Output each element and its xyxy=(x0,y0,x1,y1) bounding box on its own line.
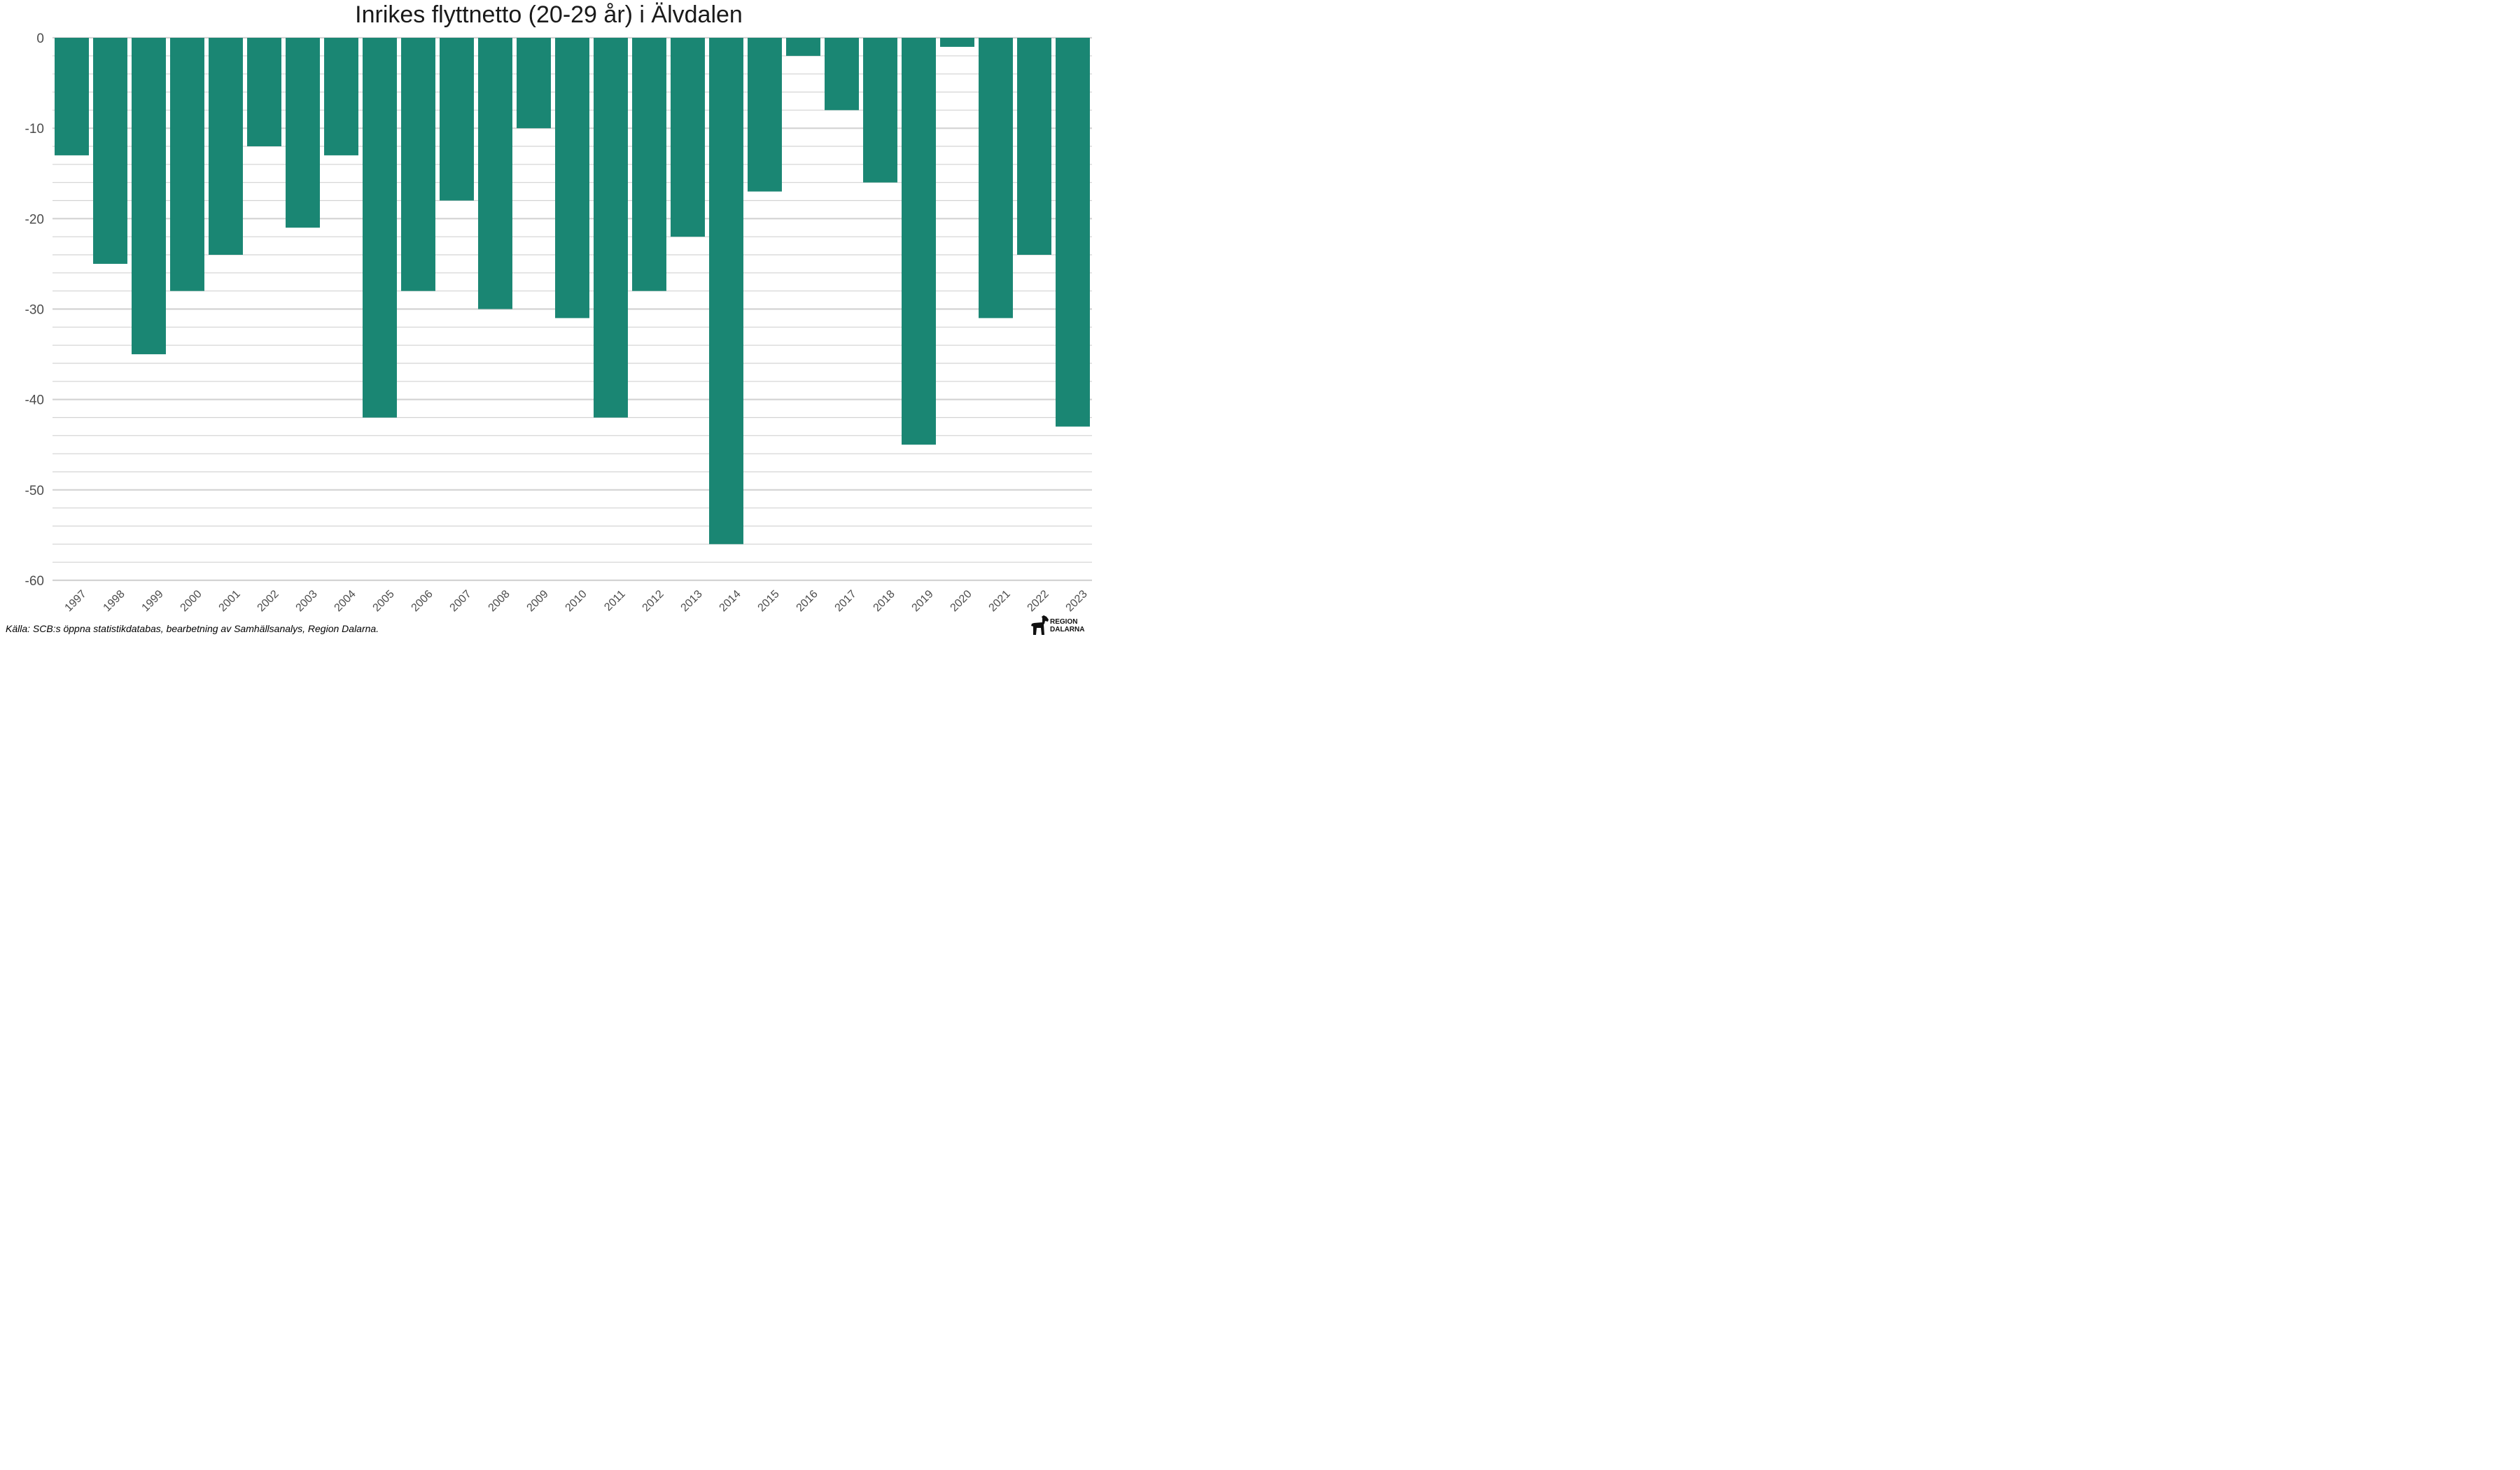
x-tick-label: 2018 xyxy=(871,588,897,614)
y-tick-label: -30 xyxy=(25,303,44,318)
bar-2006 xyxy=(401,38,435,291)
y-tick-label: -40 xyxy=(25,393,44,408)
bar-2004 xyxy=(324,38,358,155)
y-tick-label: 0 xyxy=(36,31,44,46)
x-tick-label: 2019 xyxy=(909,588,935,614)
y-tick-label: -60 xyxy=(25,574,44,589)
y-axis-ticks: 0 -10 -20 -30 -40 -50 -60 xyxy=(25,31,44,589)
x-tick-label: 2003 xyxy=(293,588,319,614)
y-tick-label: -50 xyxy=(25,484,44,498)
bar-2013 xyxy=(671,38,705,237)
x-tick-label: 2017 xyxy=(832,588,858,614)
x-tick-label: 2008 xyxy=(486,588,512,614)
x-tick-label: 2007 xyxy=(447,588,473,614)
bar-1997 xyxy=(55,38,89,155)
bar-2017 xyxy=(825,38,859,111)
bar-2012 xyxy=(632,38,666,291)
bar-2020 xyxy=(940,38,974,47)
bar-2022 xyxy=(1017,38,1051,255)
bar-2009 xyxy=(517,38,551,129)
bar-2003 xyxy=(286,38,320,228)
x-tick-label: 2016 xyxy=(794,588,820,614)
logo-line1: REGION xyxy=(1050,618,1078,626)
x-tick-label: 2022 xyxy=(1025,588,1051,614)
bar-2010 xyxy=(555,38,589,318)
bars xyxy=(55,38,1090,545)
bar-2011 xyxy=(594,38,628,418)
bar-1999 xyxy=(132,38,166,355)
x-tick-label: 2006 xyxy=(409,588,435,614)
bar-2008 xyxy=(478,38,512,309)
dala-horse-icon xyxy=(1031,615,1049,635)
source-note: Källa: SCB:s öppna statistikdatabas, bea… xyxy=(6,623,379,634)
bar-2000 xyxy=(170,38,204,291)
x-axis-ticks: 1997 1998 1999 2000 2001 2002 2003 2004 2005 2006… xyxy=(62,588,1089,614)
bar-2002 xyxy=(247,38,281,146)
region-dalarna-logo: REGION DALARNA xyxy=(1030,614,1094,638)
x-tick-label: 1997 xyxy=(62,588,88,614)
bar-2021 xyxy=(979,38,1013,318)
x-tick-label: 2002 xyxy=(255,588,281,614)
x-tick-label: 2021 xyxy=(986,588,1012,614)
bar-2023 xyxy=(1056,38,1090,427)
y-tick-label: -20 xyxy=(25,212,44,227)
x-tick-label: 2020 xyxy=(948,588,974,614)
x-tick-label: 2023 xyxy=(1063,588,1089,614)
bar-2001 xyxy=(209,38,243,255)
x-tick-label: 2001 xyxy=(216,588,242,614)
x-tick-label: 2015 xyxy=(755,588,781,614)
bar-2019 xyxy=(902,38,936,445)
x-tick-label: 2014 xyxy=(717,588,743,614)
bar-2007 xyxy=(440,38,474,201)
x-tick-label: 2010 xyxy=(563,588,589,614)
bar-2005 xyxy=(363,38,397,418)
bar-2014 xyxy=(709,38,743,545)
x-tick-label: 2000 xyxy=(178,588,204,614)
bar-chart: 0 -10 -20 -30 -40 -50 -60 1997 1998 1999 2000 2001… xyxy=(25,31,1092,614)
x-tick-label: 2012 xyxy=(640,588,666,614)
x-tick-label: 2009 xyxy=(524,588,550,614)
bar-1998 xyxy=(93,38,127,264)
x-tick-label: 2005 xyxy=(370,588,396,614)
y-tick-label: -10 xyxy=(25,122,44,136)
x-tick-label: 1998 xyxy=(101,588,127,614)
logo-line2: DALARNA xyxy=(1050,626,1085,634)
bar-2016 xyxy=(786,38,820,56)
x-tick-label: 2013 xyxy=(678,588,704,614)
x-tick-label: 1999 xyxy=(139,588,165,614)
x-tick-label: 2004 xyxy=(332,588,358,614)
bar-2015 xyxy=(748,38,782,192)
x-tick-label: 2011 xyxy=(602,588,627,613)
bar-2018 xyxy=(863,38,897,183)
chart-title: Inrikes flyttnetto (20-29 år) i Älvdalen xyxy=(355,1,743,28)
